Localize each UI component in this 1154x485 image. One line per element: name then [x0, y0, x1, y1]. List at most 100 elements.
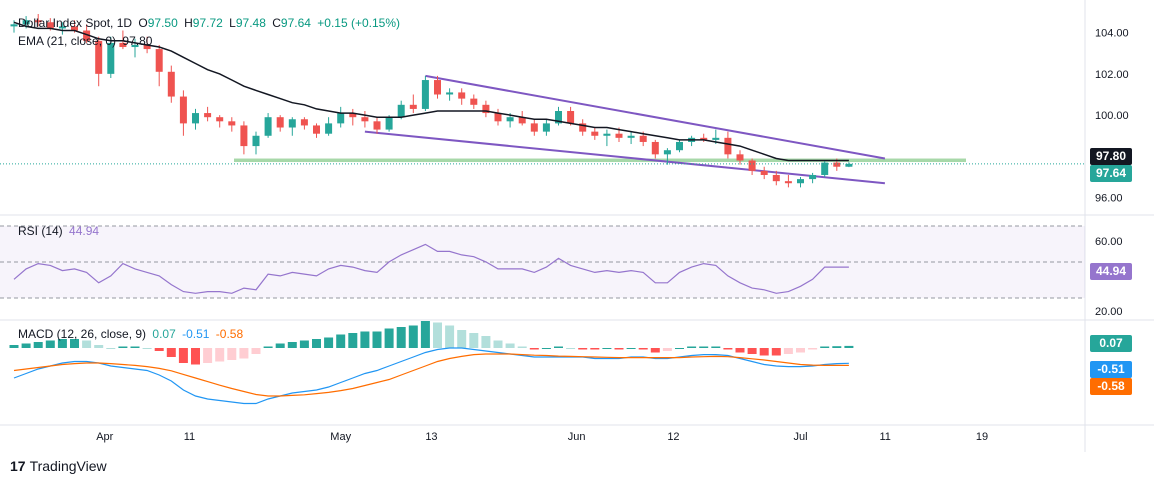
macd-histogram-bar: [130, 346, 140, 348]
candle-body: [542, 123, 550, 132]
candle-body: [482, 104, 490, 114]
candle-body: [83, 30, 91, 41]
macd-legend-signal: -0.58: [215, 327, 244, 341]
candle-body: [458, 92, 466, 99]
macd-histogram-bar: [445, 325, 455, 348]
macd-histogram-bar: [94, 345, 104, 348]
brand-name: TradingView: [29, 458, 107, 474]
macd-histogram-bar: [45, 340, 55, 348]
macd-histogram-bar: [675, 348, 684, 349]
tradingview-footer[interactable]: 17 TradingView: [10, 458, 107, 474]
macd-histogram-bar: [747, 348, 757, 354]
rsi-legend[interactable]: RSI (14) 44.94: [18, 224, 102, 238]
macd-histogram-bar: [735, 348, 745, 353]
candle-body: [107, 42, 115, 74]
candle-body: [264, 117, 272, 136]
macd-histogram-bar: [614, 348, 624, 350]
macd-histogram-bar: [312, 339, 321, 348]
close-label: C: [272, 16, 281, 30]
candle-body: [34, 20, 42, 23]
macd-histogram-bar: [396, 327, 406, 348]
candle-body: [663, 150, 671, 155]
macd-histogram-bar: [203, 348, 213, 363]
macd-histogram-bar: [336, 334, 346, 348]
time-tick-label: 11: [879, 431, 890, 443]
candle-body: [434, 80, 441, 95]
ema-line: [13, 21, 849, 162]
macd-histogram-bar: [360, 331, 370, 348]
macd-histogram-bar: [166, 348, 176, 357]
macd-legend[interactable]: MACD (12, 26, close, 9) 0.07 -0.51 -0.58: [18, 327, 246, 341]
candle-body: [797, 179, 804, 184]
macd-histogram-bar: [590, 348, 600, 350]
candle-body: [627, 135, 635, 138]
macd-histogram-bar: [626, 348, 636, 349]
macd-histogram-bar: [602, 348, 612, 349]
candle-body: [651, 141, 659, 155]
candle-body: [71, 26, 78, 31]
time-tick-label: Jul: [793, 431, 807, 443]
rsi-badge: 44.94: [1090, 263, 1132, 280]
candle-body: [446, 92, 454, 95]
candle-body: [179, 96, 187, 124]
ema-legend[interactable]: EMA (21, close, 0) 97.80: [18, 34, 155, 48]
candle-body: [204, 113, 212, 118]
ema-badge: 97.80: [1090, 148, 1132, 165]
candle-body: [252, 135, 260, 147]
rsi-legend-label: RSI (14): [18, 224, 63, 238]
candle-body: [530, 123, 538, 132]
macd-hist-badge: 0.07: [1090, 335, 1132, 352]
change-value: +0.15 (+0.15%): [317, 16, 401, 30]
candle-body: [748, 160, 756, 171]
macd-histogram-bar: [9, 345, 19, 348]
time-tick-label: Jun: [568, 431, 586, 443]
macd-histogram-bar: [566, 348, 576, 349]
time-tick-label: May: [330, 431, 351, 443]
candle-body: [809, 174, 817, 180]
macd-histogram-bar: [118, 346, 128, 348]
macd-histogram-bar: [832, 346, 842, 348]
candle-body: [240, 125, 248, 147]
macd-histogram-bar: [771, 348, 781, 356]
time-tick-label: Apr: [96, 431, 113, 443]
macd-histogram-bar: [469, 333, 479, 348]
tradingview-logo-icon: 17: [10, 458, 26, 474]
candle-body: [192, 113, 199, 124]
support-line-layer: [234, 158, 966, 163]
candle-body: [46, 22, 54, 29]
macd-histogram-bar: [178, 348, 188, 363]
candle-body: [700, 137, 708, 140]
candle-body: [506, 117, 514, 122]
channel-upper-line: [425, 74, 886, 160]
candle-body: [760, 170, 768, 175]
candle-body: [615, 133, 623, 138]
price-badge: 97.64: [1090, 165, 1132, 182]
macd-histogram-bar: [796, 348, 805, 353]
candle-body: [470, 98, 478, 105]
macd-histogram-bar: [723, 348, 733, 350]
macd-histogram-bar: [324, 337, 334, 348]
price-tick-label: 104.00: [1095, 28, 1129, 40]
high-value: 97.72: [192, 16, 223, 30]
symbol-title: Dollar Index Spot, 1D: [18, 16, 133, 30]
candle-body: [325, 123, 333, 134]
time-axis[interactable]: Apr 11 May 13 Jun 12 Jul 11 19: [96, 431, 988, 443]
candle-body: [555, 111, 562, 124]
macd-histogram-bar: [227, 348, 237, 360]
symbol-legend[interactable]: Dollar Index Spot, 1D O97.50 H97.72 L97.…: [18, 16, 403, 30]
candle-body: [397, 104, 405, 118]
candle-body: [736, 154, 744, 161]
ema-legend-label: EMA (21, close, 0): [18, 34, 117, 48]
macd-histogram-bar: [372, 331, 382, 348]
candle-body: [228, 121, 236, 126]
candle-body: [95, 40, 103, 74]
candle-body: [349, 113, 357, 118]
channel-lower-line: [364, 130, 885, 185]
candle-body: [603, 133, 611, 136]
time-tick-label: 19: [976, 431, 988, 443]
macd-histogram-bar: [662, 348, 672, 351]
macd-histogram-bar: [554, 346, 563, 348]
candle-body: [579, 123, 587, 132]
rsi-layer: [13, 243, 849, 294]
